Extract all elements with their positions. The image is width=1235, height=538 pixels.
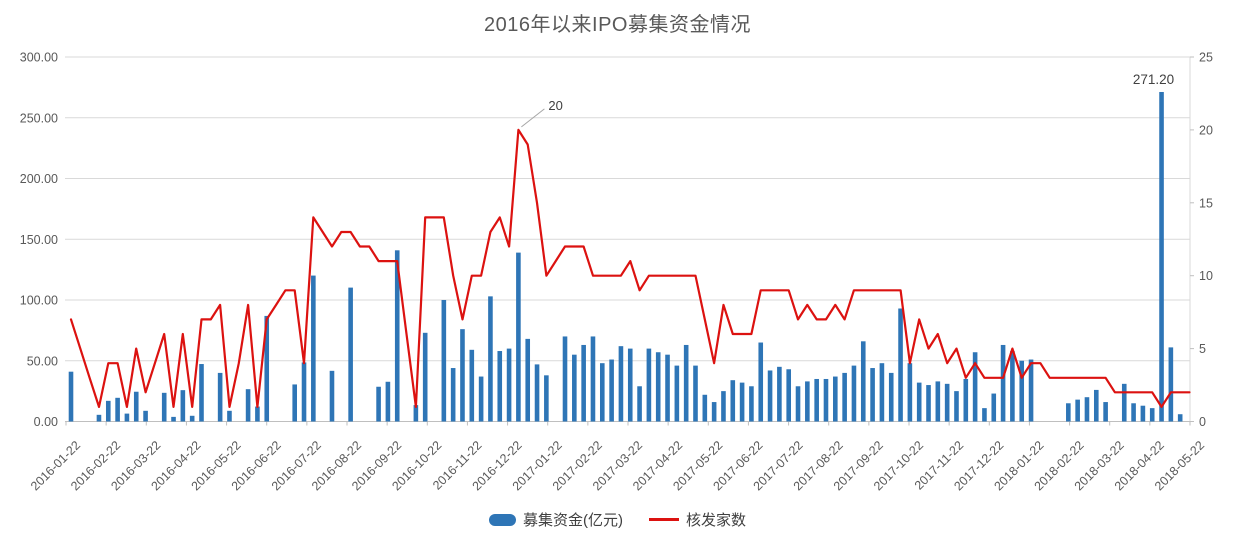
- svg-text:50.00: 50.00: [27, 354, 58, 368]
- legend-approvals-label: 核发家数: [685, 512, 746, 529]
- svg-text:15: 15: [1199, 196, 1213, 210]
- chart-title: 2016年以来IPO募集资金情况: [484, 14, 751, 36]
- legend-funds-label: 募集资金(亿元): [522, 512, 623, 529]
- approvals-line-series: [69, 128, 1191, 408]
- annotations: 20 271.20: [521, 72, 1174, 128]
- svg-text:5: 5: [1199, 342, 1206, 356]
- x-axis: [65, 421, 1191, 426]
- approvals-line-swatch-icon: [648, 518, 679, 521]
- svg-text:10: 10: [1199, 269, 1213, 283]
- legend-item-funds: 募集资金(亿元): [488, 509, 623, 530]
- svg-text:100.00: 100.00: [20, 294, 58, 308]
- svg-text:25: 25: [1199, 51, 1213, 65]
- gridlines: [65, 56, 1190, 362]
- svg-text:0: 0: [1199, 415, 1206, 429]
- svg-text:250.00: 250.00: [20, 111, 58, 125]
- svg-text:20: 20: [1199, 123, 1213, 137]
- funds-bar-swatch-icon: [488, 513, 516, 526]
- svg-text:200.00: 200.00: [20, 172, 58, 186]
- funds-bars-series: [68, 91, 1183, 422]
- svg-text:0.00: 0.00: [34, 415, 58, 429]
- svg-text:150.00: 150.00: [20, 233, 58, 247]
- legend-item-approvals: 核发家数: [648, 509, 746, 530]
- line-peak-annotation: 20: [548, 98, 562, 113]
- x-axis-labels: 2016-01-222016-02-222016-03-222016-04-22…: [28, 438, 1207, 493]
- right-axis: [1189, 56, 1194, 422]
- right-axis-labels: 25 20 15 10 5 0: [1199, 51, 1213, 430]
- svg-text:300.00: 300.00: [20, 51, 58, 65]
- max-bar-annotation: 271.20: [1133, 72, 1174, 87]
- left-axis-labels: 300.00 250.00 200.00 150.00 100.00 50.00 0.00: [20, 51, 58, 430]
- chart-legend: 募集资金(亿元) 核发家数: [0, 509, 1235, 530]
